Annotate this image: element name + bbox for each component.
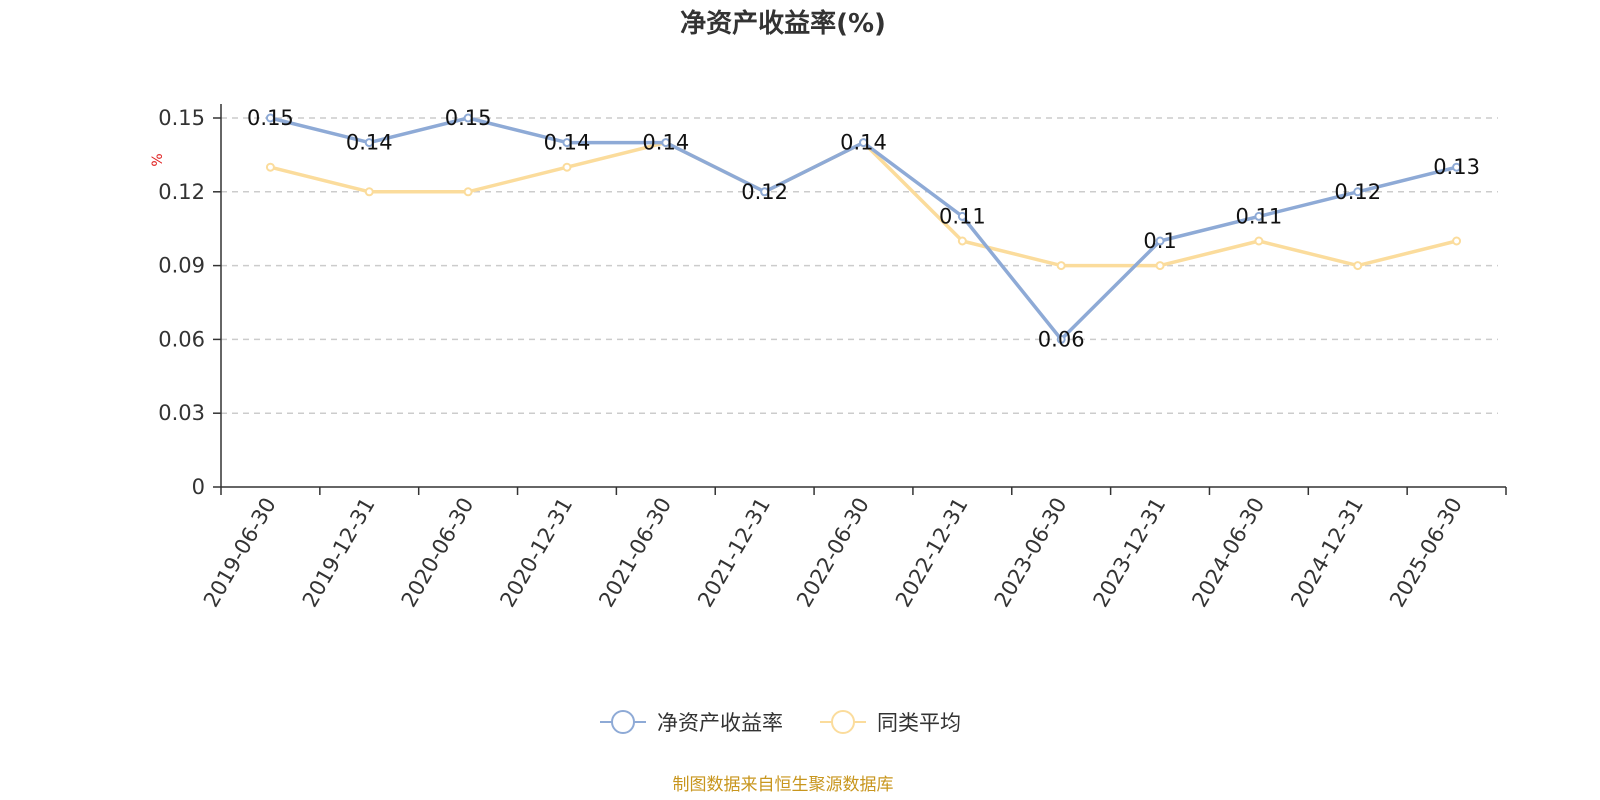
x-tick-label: 2021-06-30 — [594, 494, 676, 612]
series-point-0[interactable] — [760, 187, 770, 197]
series-point-0[interactable] — [1353, 187, 1363, 197]
series-layer — [265, 113, 1462, 344]
data-label: 0.15 — [445, 106, 492, 130]
data-labels: 0.15 0.14 0.15 0.14 0.14 0.12 0.14 0.11 0.06 0.1 0… — [247, 106, 1480, 351]
x-tick-label: 2024-06-30 — [1187, 494, 1269, 612]
x-tick-label: 2022-06-30 — [792, 494, 874, 612]
series-point-1[interactable] — [562, 162, 572, 172]
legend-item-1[interactable]: 同类平均 — [820, 710, 961, 735]
x-tick-label: 2021-12-31 — [693, 494, 775, 612]
y-tick-label: 0.06 — [158, 327, 205, 351]
x-tick-label: 2019-12-31 — [298, 494, 380, 612]
series-point-0[interactable] — [1056, 334, 1066, 344]
series-point-1[interactable] — [463, 187, 473, 197]
y-tick-label: 0.15 — [158, 106, 205, 130]
legend-marker — [611, 710, 635, 734]
y-tick-label: 0.12 — [158, 180, 205, 204]
series-point-0[interactable] — [463, 113, 473, 123]
axes: 0 0.03 0.06 0.09 0.12 0.15 2019-06-30 2019-12-3… — [158, 104, 1507, 612]
series-point-0[interactable] — [1155, 236, 1165, 246]
data-label: 0.13 — [1433, 155, 1480, 179]
series-point-0[interactable] — [1452, 162, 1462, 172]
y-tick-label: 0 — [192, 475, 205, 499]
x-tick-label: 2020-12-31 — [495, 494, 577, 612]
series-point-0[interactable] — [1254, 211, 1264, 221]
y-tick-label: 0.03 — [158, 401, 205, 425]
data-label: 0.14 — [346, 131, 393, 155]
series-point-1[interactable] — [957, 236, 967, 246]
data-label: 0.12 — [1334, 180, 1381, 204]
legend-label: 净资产收益率 — [657, 711, 783, 735]
series-point-0[interactable] — [364, 138, 374, 148]
x-tick-label: 2019-06-30 — [199, 494, 281, 612]
data-label: 0.14 — [544, 131, 591, 155]
data-label: 0.14 — [840, 131, 887, 155]
x-tick-label: 2024-12-31 — [1286, 494, 1368, 612]
data-label: 0.11 — [1236, 204, 1283, 228]
series-point-1[interactable] — [1452, 236, 1462, 246]
series-point-0[interactable] — [859, 138, 868, 148]
data-label: 0.12 — [741, 180, 788, 204]
legend-label: 同类平均 — [877, 711, 961, 735]
grid-lines — [221, 117, 1498, 414]
series-point-1[interactable] — [265, 162, 275, 172]
y-tick-label: 0.09 — [158, 254, 205, 278]
x-tick-label: 2022-12-31 — [891, 494, 973, 612]
data-label: 0.06 — [1038, 327, 1085, 351]
source-note: 制图数据来自恒生聚源数据库 — [673, 775, 894, 795]
x-tick-label: 2020-06-30 — [397, 493, 479, 611]
data-label: 0.1 — [1143, 229, 1176, 253]
data-label: 0.15 — [247, 106, 294, 130]
series-point-1[interactable] — [1155, 261, 1165, 271]
series-point-0[interactable] — [957, 211, 967, 221]
series-point-0[interactable] — [661, 138, 671, 148]
series-point-1[interactable] — [364, 187, 374, 197]
chart-title: 净资产收益率(%) — [680, 8, 886, 39]
y-axis-unit-label: % — [150, 153, 166, 166]
series-point-1[interactable] — [1056, 261, 1066, 271]
data-label: 0.14 — [642, 131, 689, 155]
legend-marker — [831, 710, 855, 734]
data-label: 0.11 — [939, 204, 986, 228]
legend[interactable]: 净资产收益率 同类平均 — [600, 710, 961, 735]
series-point-1[interactable] — [1353, 261, 1363, 271]
x-tick-label: 2023-12-31 — [1089, 494, 1171, 612]
legend-item-0[interactable]: 净资产收益率 — [600, 710, 783, 735]
x-tick-label: 2023-06-30 — [990, 494, 1072, 612]
series-point-1[interactable] — [1254, 236, 1264, 246]
series-point-0[interactable] — [265, 113, 275, 123]
x-tick-label: 2025-06-30 — [1385, 494, 1467, 612]
series-point-0[interactable] — [562, 138, 572, 148]
